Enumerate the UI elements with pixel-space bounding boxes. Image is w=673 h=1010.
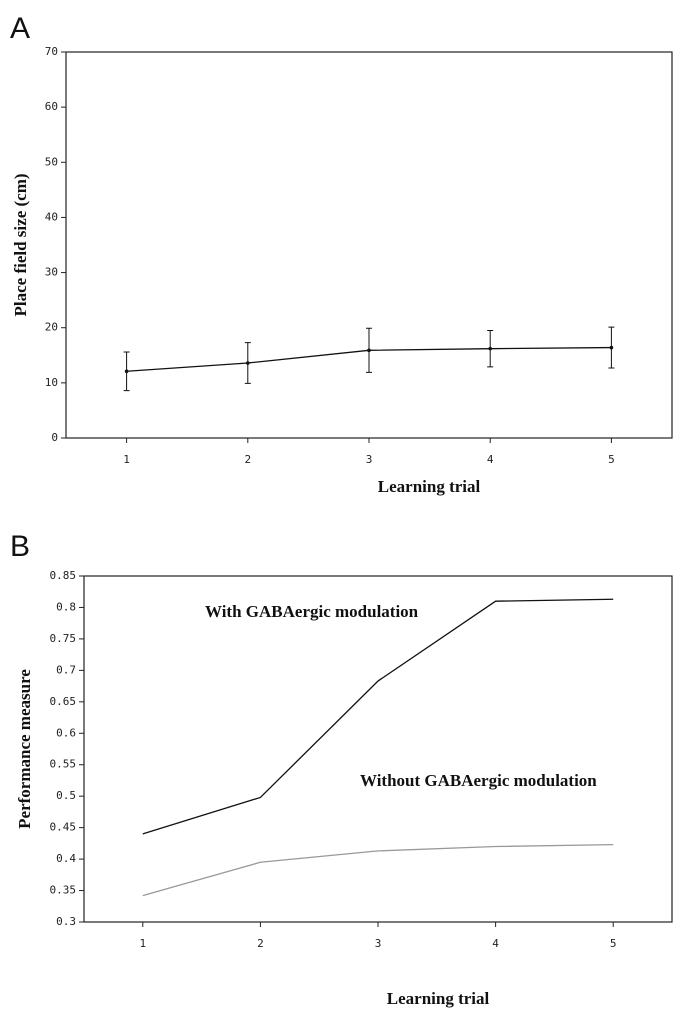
series-line (142, 843, 614, 897)
y-tick-label: 20 (45, 321, 58, 334)
y-tick-label: 0 (51, 431, 58, 444)
y-tick-label: 60 (45, 100, 58, 113)
y-tick-label: 0.4 (56, 852, 76, 865)
series-annotation: Without GABAergic modulation (360, 771, 597, 790)
y-tick-label: 0.3 (56, 915, 76, 928)
y-tick-label: 70 (45, 45, 58, 58)
x-tick-label: 1 (139, 937, 146, 950)
y-tick-label: 40 (45, 210, 58, 223)
y-tick-label: 30 (45, 266, 58, 279)
data-point (367, 348, 371, 353)
data-point (488, 346, 493, 351)
y-axis-label: Performance measure (15, 669, 34, 829)
plot-frame (65, 51, 673, 439)
series-line (142, 598, 614, 835)
x-tick-label: 5 (610, 937, 617, 950)
x-tick-label: 3 (366, 453, 373, 466)
x-tick-label: 2 (257, 937, 264, 950)
x-axis-label: Learning trial (387, 989, 490, 1008)
y-tick-label: 0.85 (50, 569, 77, 582)
y-tick-label: 0.5 (56, 789, 76, 802)
data-point (246, 361, 250, 365)
x-axis-label: Learning trial (378, 477, 481, 496)
y-tick-label: 0.65 (50, 695, 77, 708)
y-tick-label: 0.8 (56, 600, 76, 613)
x-tick-label: 2 (244, 453, 251, 466)
panel-label: A (10, 12, 30, 45)
x-tick-label: 5 (608, 453, 615, 466)
plot-frame (83, 575, 673, 923)
data-point (609, 345, 614, 350)
x-tick-label: 4 (492, 937, 499, 950)
y-tick-label: 0.55 (50, 758, 77, 771)
x-tick-label: 1 (123, 453, 130, 466)
y-tick-label: 0.75 (50, 632, 77, 645)
x-tick-label: 4 (487, 453, 494, 466)
series-annotation: With GABAergic modulation (205, 602, 419, 621)
y-tick-label: 0.6 (56, 726, 76, 739)
y-tick-label: 0.7 (56, 663, 76, 676)
y-tick-label: 50 (45, 155, 58, 168)
y-tick-label: 10 (45, 376, 58, 389)
x-tick-label: 3 (375, 937, 382, 950)
panel-label: B (10, 530, 30, 563)
y-tick-label: 0.35 (50, 884, 77, 897)
y-axis-label: Place field size (cm) (11, 173, 30, 316)
y-tick-label: 0.45 (50, 821, 77, 834)
data-point (124, 369, 129, 374)
